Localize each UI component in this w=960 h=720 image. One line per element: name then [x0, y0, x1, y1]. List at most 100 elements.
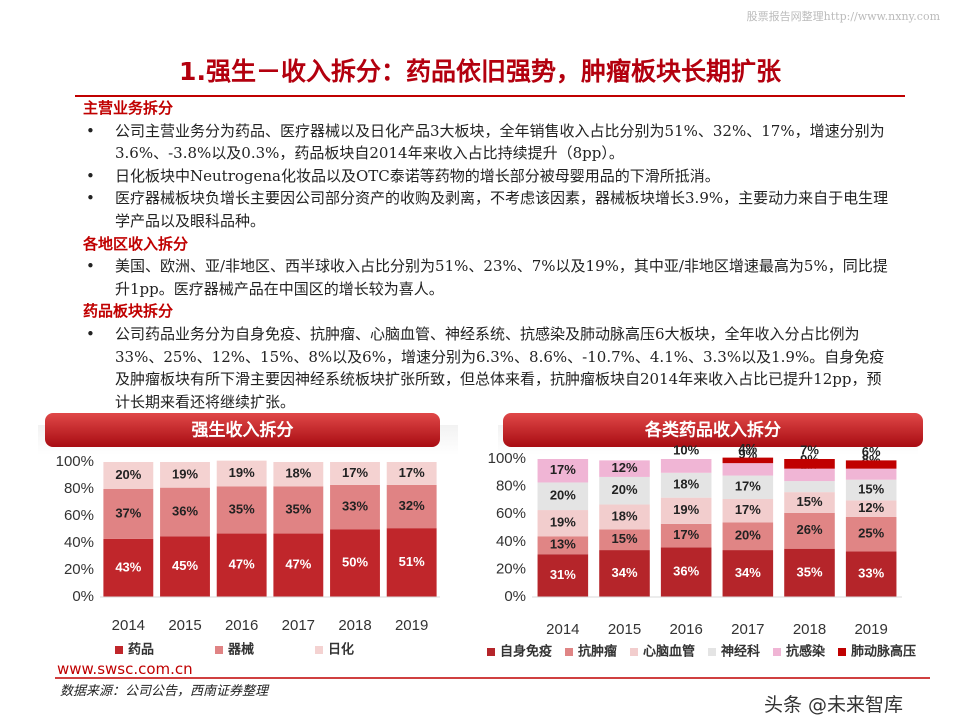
x-tick-label: 2018: [793, 621, 826, 638]
data-label: 17%: [550, 462, 576, 477]
bar-segment: [845, 516, 897, 552]
bar-segment: [845, 460, 897, 469]
bullet: 美国、欧洲、亚/非地区、西半球收入占比分别为51%、23%、7%以及19%，其中…: [83, 255, 893, 300]
legend-swatch: [565, 648, 573, 656]
data-label: 19%: [229, 465, 255, 480]
bar-segment: [722, 522, 774, 551]
data-label: 13%: [550, 537, 576, 552]
data-label: 20%: [550, 488, 576, 503]
bar-segment: [330, 484, 380, 530]
y-tick-label: 80%: [64, 480, 94, 497]
x-tick-label: 2017: [282, 617, 315, 634]
x-tick-label: 2017: [731, 621, 764, 638]
y-tick-label: 20%: [64, 561, 94, 578]
section-heading: 各地区收入拆分: [83, 234, 189, 253]
data-label: 20%: [735, 528, 761, 543]
bar-segment: [845, 468, 897, 480]
y-tick-label: 20%: [496, 560, 526, 577]
data-label: 17%: [673, 527, 699, 542]
bar-segment: [537, 459, 589, 483]
section-heading: 药品板块拆分: [83, 302, 174, 321]
data-label: 31%: [550, 567, 576, 582]
bar-segment: [784, 512, 835, 549]
x-tick-label: 2016: [225, 617, 258, 634]
bar-segment: [660, 472, 712, 498]
legend-swatch: [838, 648, 846, 656]
section-heading: 主营业务拆分: [83, 99, 174, 117]
title-rule: [75, 95, 905, 97]
legend-label: 自身免疫: [500, 643, 552, 658]
bar-segment: [599, 504, 650, 530]
data-label: 33%: [342, 499, 368, 514]
bar-segment: [537, 536, 589, 555]
bar-segment: [160, 462, 210, 488]
source: 数据来源：公司公告，西南证券整理: [60, 684, 269, 699]
body: 主营业务拆分公司主营业务分为药品、医疗器械以及日化产品3大板块，全年销售收入占比…: [83, 97, 893, 413]
bullet: 医疗器械板块负增长主要因公司部分资产的收购及剥离，不考虑该因素，器械板块增长3.…: [83, 187, 893, 232]
data-label: 34%: [735, 565, 761, 580]
bar-segment: [599, 529, 650, 551]
bar-segment: [537, 554, 589, 597]
chart-title: 各类药品收入拆分: [644, 419, 781, 439]
data-label: 34%: [611, 565, 637, 580]
bar-segment: [273, 533, 324, 597]
data-label: 45%: [172, 558, 198, 573]
data-label: 36%: [673, 564, 699, 579]
data-label: 18%: [285, 466, 311, 481]
data-label: 25%: [858, 526, 884, 541]
legend-swatch: [115, 646, 123, 654]
x-tick-label: 2019: [854, 621, 887, 638]
data-label: 4%: [738, 441, 757, 456]
bullet: 日化板块中Neutrogena化妆品以及OTC泰诺等药物的增长部分被母婴用品的下…: [83, 165, 893, 188]
x-tick-label: 2015: [168, 617, 201, 634]
y-tick-label: 0%: [504, 588, 526, 605]
legend-label: 心脑血管: [643, 643, 695, 658]
bar-segment: [845, 479, 897, 501]
data-label: 20%: [115, 467, 141, 482]
y-tick-label: 40%: [64, 534, 94, 551]
x-tick-label: 2018: [338, 617, 371, 634]
data-label: 19%: [172, 466, 198, 481]
data-label: 7%: [800, 442, 819, 457]
bar-segment: [722, 550, 774, 597]
data-label: 35%: [285, 501, 311, 516]
bar-segment: [784, 468, 835, 482]
data-label: 36%: [172, 503, 198, 518]
data-label: 35%: [796, 564, 822, 579]
bar-segment: [784, 548, 835, 597]
legend-swatch: [708, 648, 716, 656]
data-label: 18%: [611, 508, 637, 523]
bar-segment: [216, 460, 267, 487]
legend-label: 日化: [328, 641, 354, 656]
bar-segment: [722, 475, 774, 500]
data-label: 20%: [611, 482, 637, 497]
bar-segment: [784, 481, 835, 493]
legend-label: 器械: [227, 641, 254, 656]
bar-segment: [599, 550, 650, 597]
bar-segment: [273, 462, 324, 487]
data-label: 33%: [858, 566, 884, 581]
website: www.swsc.com.cn: [57, 660, 193, 678]
data-label: 12%: [611, 460, 637, 475]
bar-segment: [103, 462, 154, 489]
bar-segment: [784, 492, 835, 513]
bar-segment: [216, 486, 267, 534]
x-tick-label: 2015: [608, 621, 641, 638]
bar-segment: [273, 486, 324, 534]
bar-segment: [103, 489, 154, 539]
legend-label: 神经科: [721, 643, 760, 658]
x-tick-label: 2019: [395, 617, 428, 634]
data-label: 17%: [342, 465, 368, 480]
bar-segment: [599, 476, 650, 505]
x-tick-label: 2014: [546, 621, 579, 638]
bullet: 公司药品业务分为自身免疫、抗肿瘤、心脑血管、神经系统、抗感染及肺动脉高压6大板块…: [83, 323, 893, 413]
data-label: 51%: [399, 554, 425, 569]
title: 1.强生－收入拆分：药品依旧强势，肿瘤板块长期扩张: [179, 57, 781, 86]
bar-segment: [330, 462, 380, 485]
data-label: 15%: [611, 531, 637, 546]
data-label: 15%: [796, 494, 822, 509]
bar-segment: [722, 463, 774, 476]
data-label: 32%: [399, 498, 425, 513]
